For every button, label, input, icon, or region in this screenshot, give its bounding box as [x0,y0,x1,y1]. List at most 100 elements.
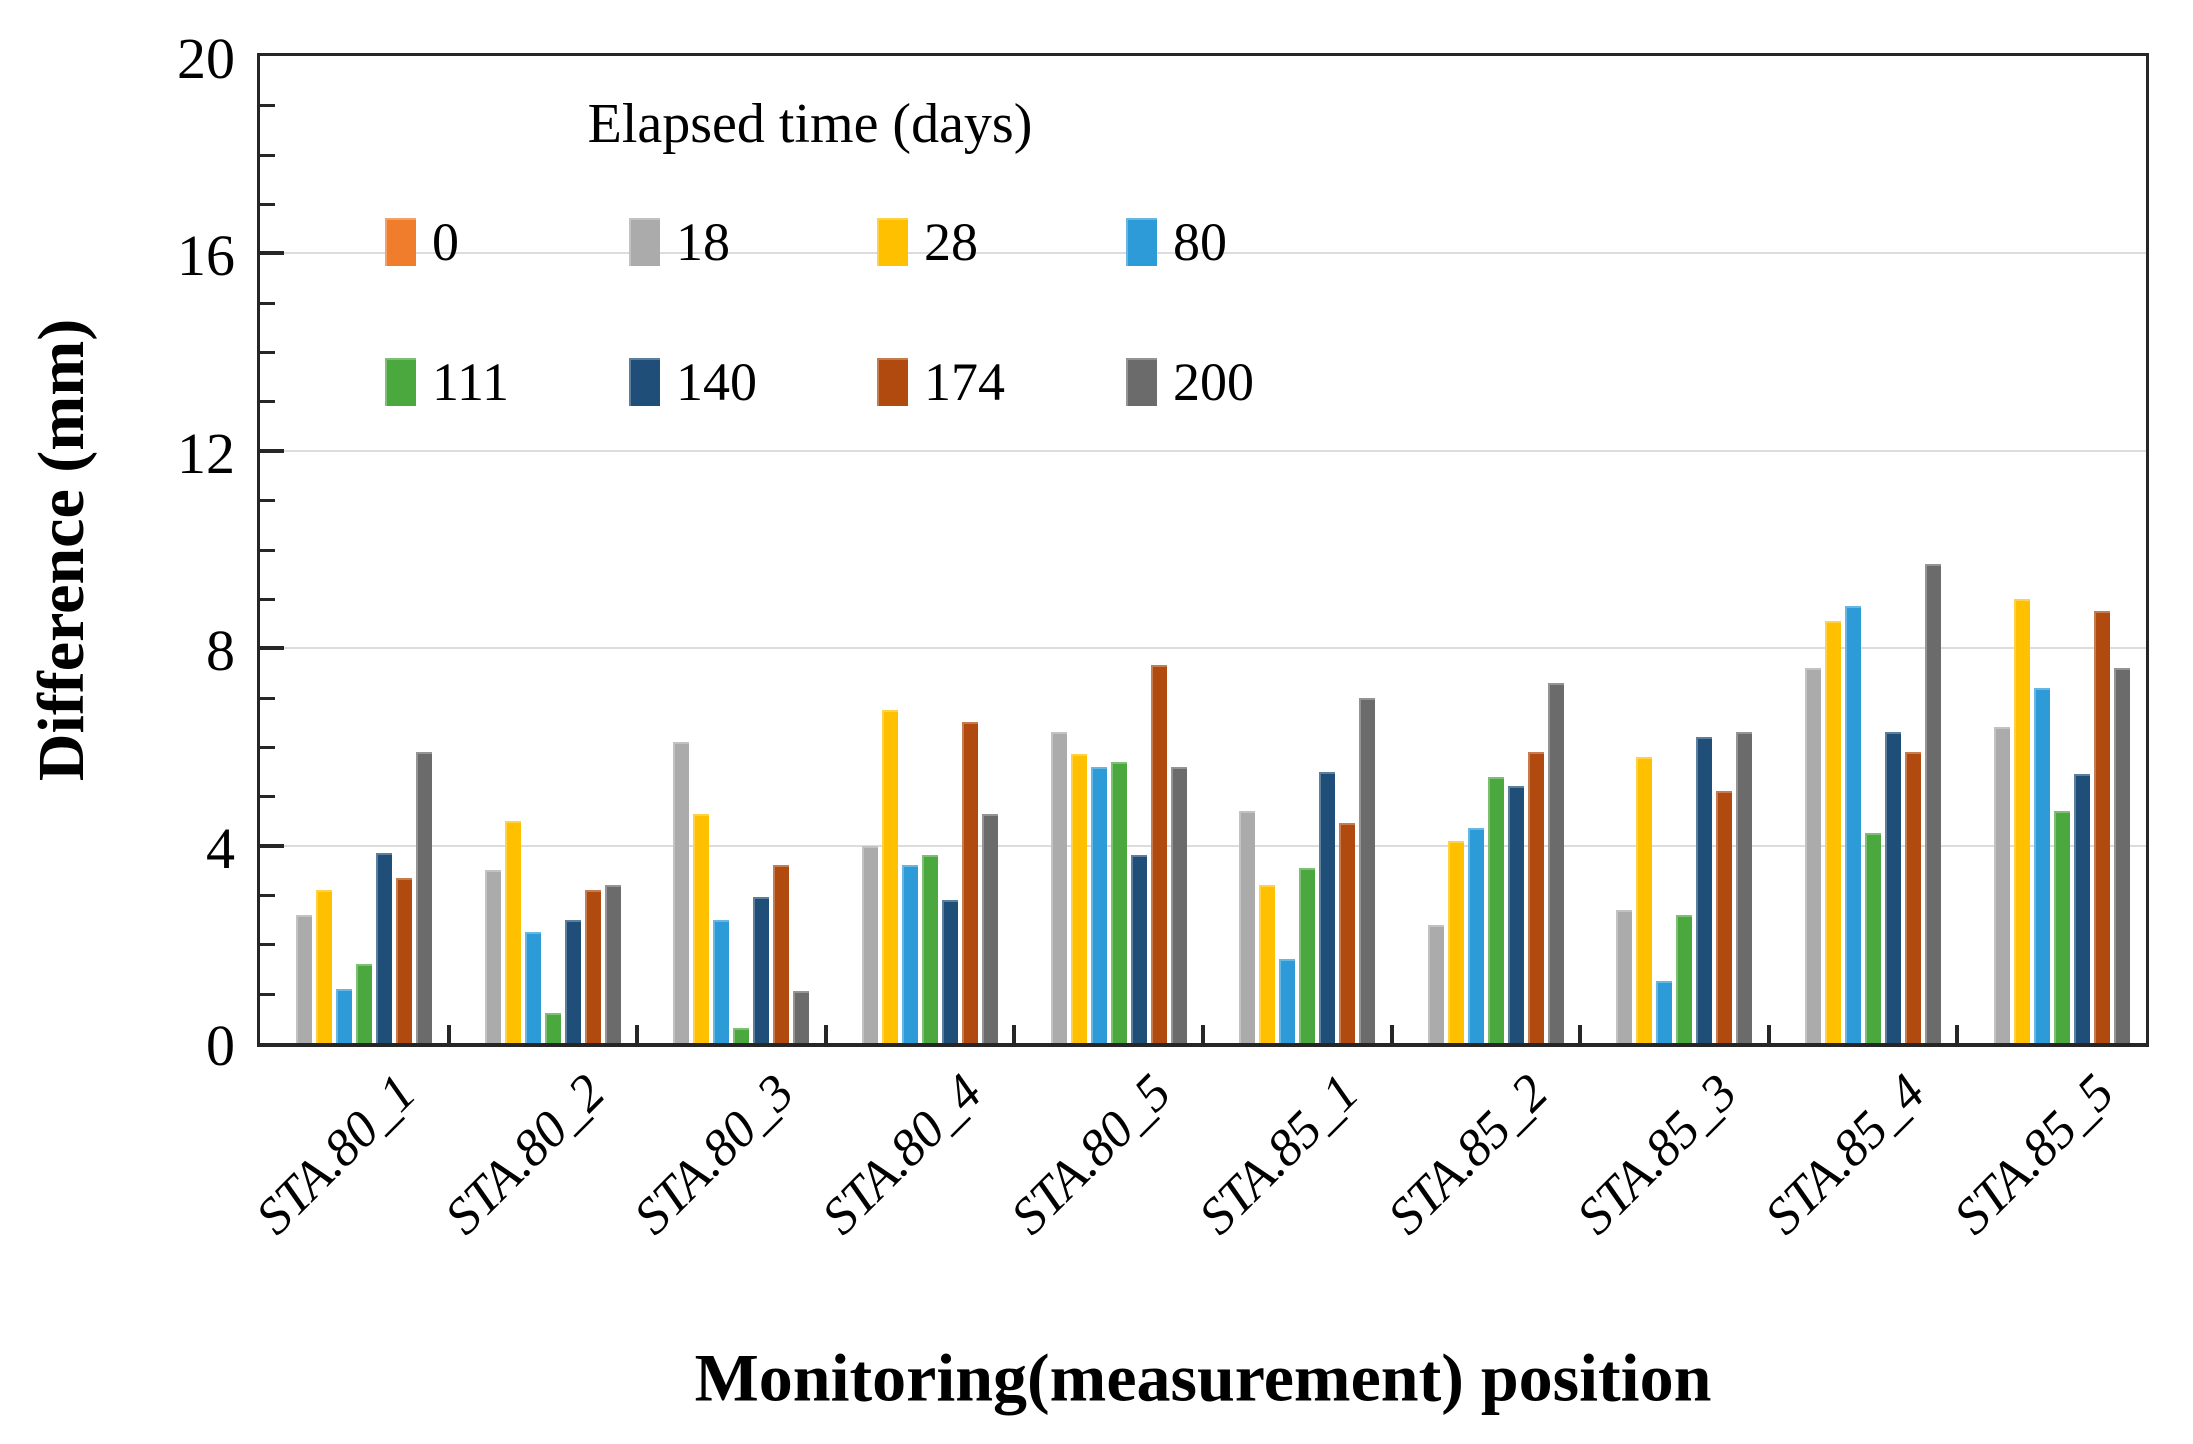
y-axis-title: Difference (mm) [25,318,98,782]
legend-item-200: 200 [1126,352,1254,412]
bar-group-STA.85_3 [1580,56,1769,1043]
bar-STA.80_4-day174 [962,722,979,1043]
bar-group-STA.85_1 [1203,56,1392,1043]
legend-item-0: 0 [385,212,459,272]
y-minor-tick-13 [260,400,275,404]
bar-STA.85_5-day28 [2013,598,2030,1043]
bar-STA.85_5-day140 [2073,774,2090,1043]
bar-STA.85_4-day28 [1825,621,1842,1043]
y-tick-label-0: 0 [206,1013,235,1078]
x-axis-title: Monitoring(measurement) position [694,1339,1712,1416]
x-divider-tick-6 [1389,1025,1394,1043]
y-minor-tick-9 [260,597,275,601]
legend-label-18: 18 [676,212,730,272]
x-divider-tick-4 [1012,1025,1017,1043]
x-label-STA.85_1: STA.85_1 [1188,1063,1371,1246]
x-label-STA.80_2: STA.80_2 [434,1063,617,1246]
bar-STA.85_2-day80 [1467,828,1484,1043]
bar-STA.85_1-day174 [1339,823,1356,1043]
x-label-STA.85_5: STA.85_5 [1943,1063,2125,1246]
bar-group-STA.80_3 [637,56,826,1043]
x-divider-tick-1 [446,1025,451,1043]
x-divider-tick-5 [1201,1025,1205,1043]
bar-STA.85_2-day28 [1447,840,1464,1043]
bar-STA.85_1-day80 [1279,959,1296,1043]
bar-STA.85_1-day140 [1319,771,1336,1043]
bar-STA.80_1-day28 [316,890,333,1043]
legend-item-140: 140 [629,355,757,409]
y-minor-tick-2 [260,943,275,947]
legend-swatch-28 [877,218,908,266]
y-tick-label-20: 20 [177,26,235,91]
bar-group-STA.85_5 [1957,56,2146,1043]
bar-STA.80_4-day80 [902,865,919,1043]
legend-swatch-174 [877,358,908,406]
bar-STA.85_5-day18 [1993,727,2010,1043]
x-divider-tick-3 [823,1025,828,1043]
legend-swatch-0 [385,218,416,266]
bar-STA.80_4-day18 [862,845,879,1043]
x-label-STA.85_4: STA.85_4 [1754,1063,1937,1246]
legend-item-80: 80 [1126,212,1227,272]
bar-STA.85_2-day18 [1427,924,1444,1043]
bar-STA.85_5-day200 [2113,667,2130,1043]
bar-STA.80_1-day111 [356,964,373,1043]
bar-STA.85_1-day111 [1299,867,1316,1043]
bar-STA.85_3-day174 [1716,791,1733,1043]
y-major-tick-8 [260,646,284,651]
bar-STA.80_3-day140 [753,897,770,1043]
legend-label-0: 0 [432,212,459,272]
legend-item-28: 28 [877,212,978,272]
bar-STA.80_5-day28 [1070,754,1087,1043]
bar-group-STA.85_2 [1392,56,1581,1043]
x-divider-tick-9 [1955,1025,1960,1043]
bar-STA.85_3-day200 [1736,732,1753,1043]
bar-STA.85_2-day140 [1507,786,1524,1043]
legend-label-80: 80 [1173,212,1227,272]
bar-STA.80_5-day111 [1110,761,1127,1043]
bar-STA.85_4-day200 [1925,564,1942,1043]
x-divider-tick-2 [635,1025,640,1043]
bar-STA.85_4-day140 [1885,732,1902,1043]
x-label-STA.80_5: STA.80_5 [1000,1063,1182,1246]
bar-STA.80_2-day28 [504,820,521,1043]
bar-STA.85_5-day111 [2053,811,2070,1043]
y-minor-tick-6 [260,745,275,749]
bar-STA.85_3-day80 [1656,981,1673,1043]
bar-STA.85_4-day18 [1805,667,1822,1043]
legend-item-174: 174 [877,355,1005,409]
legend-label-200: 200 [1173,352,1254,412]
x-label-STA.80_4: STA.80_4 [811,1063,994,1246]
gridline-y-12 [260,449,2146,452]
bar-group-STA.80_2 [449,56,638,1043]
x-label-STA.80_3: STA.80_3 [623,1063,805,1246]
bar-STA.85_1-day200 [1359,697,1376,1043]
bar-group-STA.80_5 [1014,56,1203,1043]
y-minor-tick-11 [260,499,275,503]
legend-swatch-140 [629,358,660,406]
bar-STA.85_4-day111 [1865,833,1882,1043]
bar-STA.85_3-day28 [1636,756,1653,1043]
x-label-STA.85_2: STA.85_2 [1377,1063,1560,1246]
y-tick-label-4: 4 [206,815,235,881]
y-major-tick-12 [260,448,284,453]
legend-label-28: 28 [924,212,978,272]
bar-STA.80_4-day140 [942,899,959,1043]
bar-STA.85_5-day174 [2093,611,2110,1043]
y-tick-label-12: 12 [177,420,235,486]
bar-STA.85_2-day174 [1527,751,1544,1043]
legend-swatch-18 [629,218,660,266]
x-label-STA.85_3: STA.85_3 [1566,1063,1748,1246]
y-minor-tick-5 [260,795,275,799]
bar-STA.85_3-day18 [1616,909,1633,1043]
bar-STA.85_1-day18 [1239,811,1256,1043]
bar-STA.80_3-day28 [693,813,710,1043]
bar-STA.80_4-day28 [882,709,899,1043]
y-minor-tick-15 [260,301,275,305]
y-minor-tick-14 [260,351,275,355]
bar-STA.85_2-day200 [1547,682,1564,1043]
bar-STA.80_3-day174 [773,865,790,1043]
y-minor-tick-3 [260,893,275,897]
bar-STA.80_3-day80 [713,919,730,1043]
